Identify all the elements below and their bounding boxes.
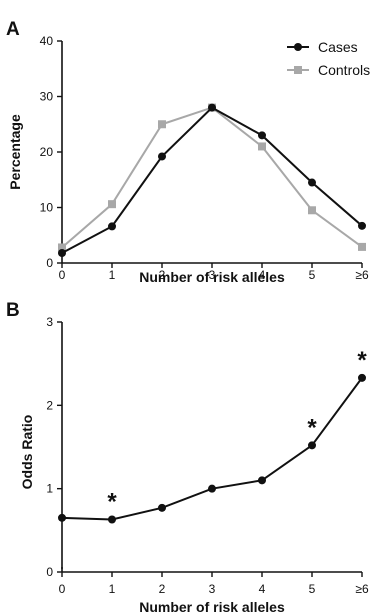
panel-a-x-tick-label: 4 xyxy=(259,268,266,282)
panel-b-y-tick-label: 0 xyxy=(46,565,53,579)
panel-a-x-tick-label: 5 xyxy=(309,268,316,282)
legend-cases-marker xyxy=(294,43,302,51)
panel-b-series-point xyxy=(208,484,216,493)
panel-b-series-point xyxy=(358,373,366,382)
panel-b-annotations: * * * xyxy=(107,347,367,516)
chart-panel-a: A Percentage Number of risk alleles 0102… xyxy=(6,19,370,285)
panel-b-series-point xyxy=(258,476,266,485)
panel-a-y-tick-label: 30 xyxy=(40,90,54,104)
panel-b-y-ticks: 0 1 2 3 xyxy=(46,315,62,579)
panel-b-significance-star: * xyxy=(357,347,367,374)
panel-a-x-tick-label: 1 xyxy=(109,268,116,282)
panel-b-series-point xyxy=(158,503,166,512)
panel-a-legend: Cases Controls xyxy=(287,39,370,78)
panel-a-y-tick-label: 10 xyxy=(40,201,54,215)
panel-b-x-ticks: 0 1 2 3 4 5 ≥6 xyxy=(59,572,369,596)
panel-a-x-axis-title: Number of risk alleles xyxy=(139,269,285,285)
panel-b-x-tick-label: 3 xyxy=(209,582,216,596)
panel-a-x-tick-label: 0 xyxy=(59,268,66,282)
panel-b-x-tick-label: ≥6 xyxy=(355,582,369,596)
panel-a-y-axis-title: Percentage xyxy=(7,114,23,190)
panel-a-series xyxy=(58,103,366,258)
panel-b-x-tick-label: 0 xyxy=(59,582,66,596)
panel-b-x-tick-label: 4 xyxy=(259,582,266,596)
panel-a-cases-point xyxy=(58,249,66,258)
panel-a-x-tick-label: 2 xyxy=(159,268,166,282)
panel-b-significance-star: * xyxy=(307,414,317,441)
panel-a-controls-point xyxy=(258,142,266,151)
panel-b-series-point xyxy=(108,515,116,524)
panel-a-y-tick-label: 40 xyxy=(40,34,54,48)
legend-cases-label: Cases xyxy=(318,39,358,55)
panel-b-y-axis-title: Odds Ratio xyxy=(19,415,35,490)
panel-b-x-tick-label: 5 xyxy=(309,582,316,596)
panel-a-x-tick-label: 3 xyxy=(209,268,216,282)
panel-b-y-tick-label: 1 xyxy=(46,482,53,496)
panel-b-y-tick-label: 2 xyxy=(46,398,53,412)
panel-b-x-tick-label: 1 xyxy=(109,582,116,596)
panel-a-cases-line xyxy=(61,106,363,254)
panel-a-label: A xyxy=(6,19,20,40)
panel-b-x-axis-title: Number of risk alleles xyxy=(139,599,285,615)
panel-a-x-tick-label: ≥6 xyxy=(355,268,369,282)
panel-b-series-point xyxy=(308,441,316,450)
chart-panel-b: B Odds Ratio Number of risk alleles 0 1 2 3… xyxy=(6,300,369,615)
panel-a-y-ticks: 0 10 20 30 40 xyxy=(40,34,62,270)
legend-controls-label: Controls xyxy=(318,62,370,78)
panel-b-series xyxy=(58,373,366,524)
panel-a-controls-line xyxy=(61,106,363,249)
panel-b-series-point xyxy=(58,513,66,522)
panel-b-x-tick-label: 2 xyxy=(159,582,166,596)
legend-controls-marker xyxy=(294,66,302,74)
panel-a-controls-point xyxy=(358,242,366,251)
panel-a-controls-point xyxy=(308,206,316,215)
panel-b-significance-star: * xyxy=(107,489,117,516)
panel-a-cases-point xyxy=(258,131,266,140)
panel-a-cases-point xyxy=(358,221,366,230)
panel-a-controls-point xyxy=(58,243,66,252)
panel-a-cases-point xyxy=(108,222,116,231)
panel-a-x-ticks: 0 1 2 3 4 5 ≥6 xyxy=(59,263,369,282)
panel-a-controls-point xyxy=(108,200,116,209)
panel-a-cases-point xyxy=(158,152,166,161)
panel-b-y-tick-label: 3 xyxy=(46,315,53,329)
panel-a-cases-point xyxy=(308,178,316,187)
panel-a-controls-point xyxy=(158,120,166,129)
panel-a-y-tick-label: 0 xyxy=(46,256,53,270)
panel-b-label: B xyxy=(6,300,20,321)
panel-a-cases-point xyxy=(208,103,216,112)
panel-a-y-tick-label: 20 xyxy=(40,145,54,159)
